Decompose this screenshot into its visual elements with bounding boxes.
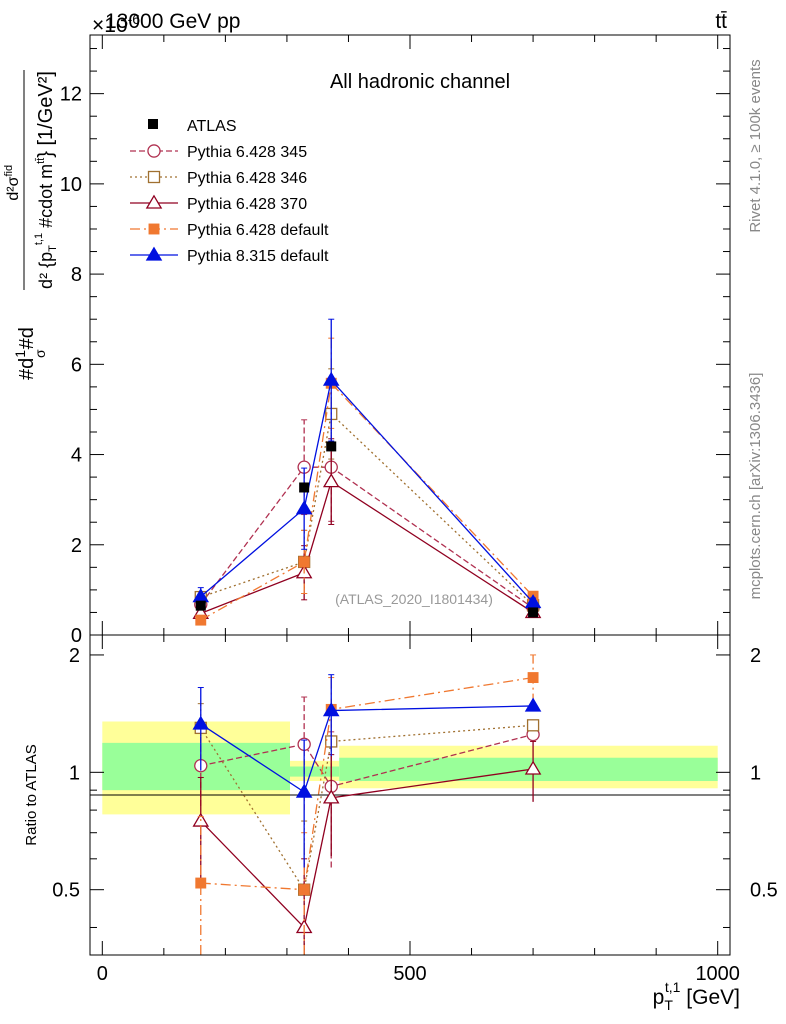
ratio-panel: 0.5 0.5 1 1 2 2 0 500 1000 Ratio to ATLAS pTt,1 …	[23, 634, 778, 1013]
ratio-series-line	[200, 705, 534, 794]
main-ylabel-text-2: d²σfid d² {pTt,1 #cdot mtt̄} [1/GeV²]	[0, 71, 59, 289]
ref-point	[299, 482, 310, 493]
main-ytick-label: 2	[71, 535, 82, 557]
main-ytick-label: 8	[71, 264, 82, 286]
main-ytick-label: 10	[60, 174, 82, 196]
series-line	[200, 378, 534, 603]
ratio-point	[295, 783, 313, 798]
legend-label: Pythia 6.428 346	[187, 170, 307, 187]
xtick-label: 500	[393, 963, 426, 985]
legend-marker	[147, 144, 161, 158]
ratio-series-group	[192, 654, 542, 955]
ratio-point	[524, 760, 542, 775]
ratio-series-line	[200, 676, 534, 891]
legend-marker	[147, 170, 161, 184]
rivet-label: Rivet 4.1.0, ≥ 100k events	[747, 59, 764, 232]
ratio-point	[524, 697, 542, 712]
data-point	[322, 473, 340, 488]
ratio-point	[526, 719, 540, 732]
series-0	[194, 412, 540, 615]
ratio-point	[195, 877, 207, 889]
watermark: (ATLAS_2020_I1801434)	[335, 591, 493, 607]
series-4	[192, 318, 542, 609]
legend: ATLAS Pythia 6.428 345 Pythia 6.428 346 Pyt…	[130, 118, 329, 265]
reference-series	[195, 441, 539, 618]
mcplots-label: mcplots.cern.ch [arXiv:1306.3436]	[747, 373, 764, 600]
legend-label: ATLAS	[187, 118, 237, 135]
legend-marker	[148, 223, 160, 235]
main-ylabel: #d1 σ#d d²σfid d² {pTt,1 #cdot mtt̄} [1/G…	[0, 70, 59, 380]
energy-label: 13000 GeV pp	[105, 10, 240, 33]
legend-label: Pythia 6.428 345	[187, 144, 307, 161]
ref-point	[528, 607, 539, 618]
ratio-ticks: 0.5 0.5 1 1 2 2 0 500 1000	[52, 635, 778, 985]
ratio-point	[192, 715, 210, 730]
main-ticks: 0 2 4 6 8 10 12	[60, 35, 730, 647]
main-series-group	[192, 318, 542, 626]
series-line	[200, 480, 534, 614]
ratio-point	[322, 702, 340, 717]
series-line	[200, 466, 534, 609]
ratio-series-line	[200, 724, 534, 892]
main-title: All hadronic channel	[330, 71, 510, 93]
legend-label: Pythia 8.315 default	[187, 248, 329, 265]
xtick-label: 1000	[695, 963, 740, 985]
ratio-ytick-label-right: 1	[750, 762, 761, 784]
ref-point	[195, 600, 206, 611]
main-ylabel-text: #d1 σ#d	[12, 327, 48, 380]
legend-label: Pythia 6.428 default	[187, 222, 329, 239]
xtick-label: 0	[97, 963, 108, 985]
ratio-ytick-label-right: 0.5	[750, 880, 778, 902]
data-point	[322, 371, 340, 386]
main-ytick-label: 4	[71, 445, 82, 467]
data-point	[298, 556, 310, 568]
main-ytick-label: 0	[71, 625, 82, 647]
process-label: tt̄	[715, 10, 727, 33]
ratio-series-line	[200, 768, 534, 929]
data-point	[195, 614, 207, 626]
series-1	[194, 368, 540, 612]
main-ytick-label: 6	[71, 354, 82, 376]
ratio-point	[322, 789, 340, 804]
ratio-bands	[102, 721, 718, 815]
ratio-ytick-label: 1	[69, 762, 80, 784]
series-line	[200, 412, 534, 606]
legend-marker	[145, 194, 163, 209]
ratio-series-line	[200, 733, 534, 788]
legend-marker	[145, 246, 163, 261]
legend-marker-atlas	[148, 119, 158, 129]
ref-point	[326, 441, 337, 452]
data-point	[295, 500, 313, 515]
main-frame	[89, 34, 731, 636]
ratio-ytick-label: 2	[69, 645, 80, 667]
uncertainty-band-green	[290, 766, 340, 777]
main-panel: 0 2 4 6 8 10 12 All hadronic channel (ATLAS_20…	[0, 34, 731, 647]
ratio-series-4	[192, 674, 542, 868]
main-ytick-label: 12	[60, 84, 82, 106]
legend-label: Pythia 6.428 370	[187, 196, 307, 213]
ratio-ytick-label-right: 2	[750, 645, 761, 667]
ratio-point	[527, 672, 539, 684]
exponent-label: ×10-6	[92, 11, 140, 37]
ratio-ylabel: Ratio to ATLAS	[23, 744, 40, 845]
series-line	[200, 381, 534, 621]
ratio-point	[298, 884, 310, 896]
x-axis-label: pTt,1 [GeV]	[653, 979, 740, 1013]
ratio-ytick-label: 0.5	[52, 880, 80, 902]
